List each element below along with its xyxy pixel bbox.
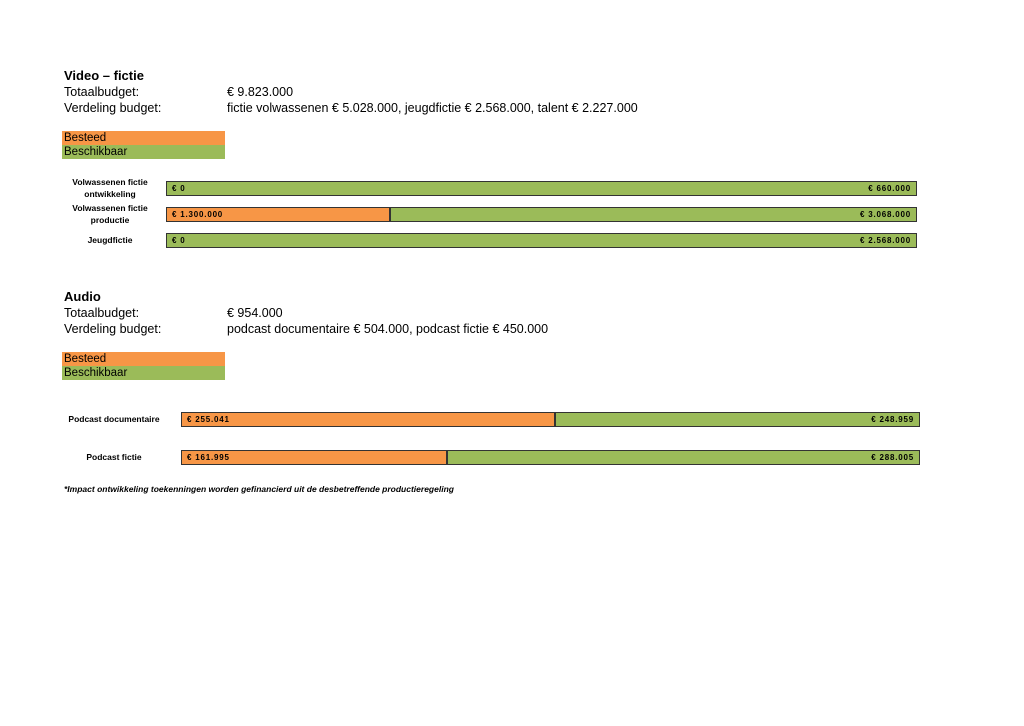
bar-segment [166,181,917,196]
bar-segment [166,233,917,248]
value-label: € 660.000 [868,184,911,193]
value-label: € 161.995 [187,453,230,462]
detail-value: € 954.000 [227,306,283,320]
value-label: € 255.041 [187,415,230,424]
detail-label: Verdeling budget: [64,322,162,336]
category-label: Volwassenen fictie ontwikkeling [72,177,148,199]
bar-segment [181,450,448,465]
value-label: € 2.568.000 [859,236,911,245]
bar-segment [447,450,920,465]
legend-entry: Besteed [62,131,225,145]
value-label: € 3.068.000 [859,210,911,219]
value-label: € 288.005 [871,453,914,462]
bar-segment [166,207,390,222]
category-label: Podcast documentaire [68,414,160,424]
legend-entry: Besteed [62,352,225,366]
value-label: € 248.959 [871,415,914,424]
section-title: Audio [64,289,101,304]
detail-value: € 9.823.000 [227,85,294,99]
category-label: Podcast fictie [86,452,142,462]
legend-entry: Beschikbaar [62,145,225,159]
value-label: € 0 [172,236,186,245]
bar-segment [181,412,555,427]
detail-label: Totaalbudget: [64,306,140,320]
category-label: Volwassenen fictie productie [72,203,148,225]
bar-segment [554,412,920,427]
value-label: € 0 [172,184,186,193]
detail-label: Verdeling budget: [64,101,162,115]
value-label: € 1.300.000 [172,210,224,219]
detail-value: fictie volwassenen € 5.028.000, jeugdfic… [227,101,638,115]
bar-segment [389,207,917,222]
detail-label: Totaalbudget: [64,85,140,99]
legend-entry: Beschikbaar [62,366,225,380]
footnote: *Impact ontwikkeling toekenningen worden… [64,484,454,494]
detail-value: podcast documentaire € 504.000, podcast … [227,322,549,336]
section-title: Video – fictie [64,68,144,83]
category-label: Jeugdfictie [87,235,133,245]
